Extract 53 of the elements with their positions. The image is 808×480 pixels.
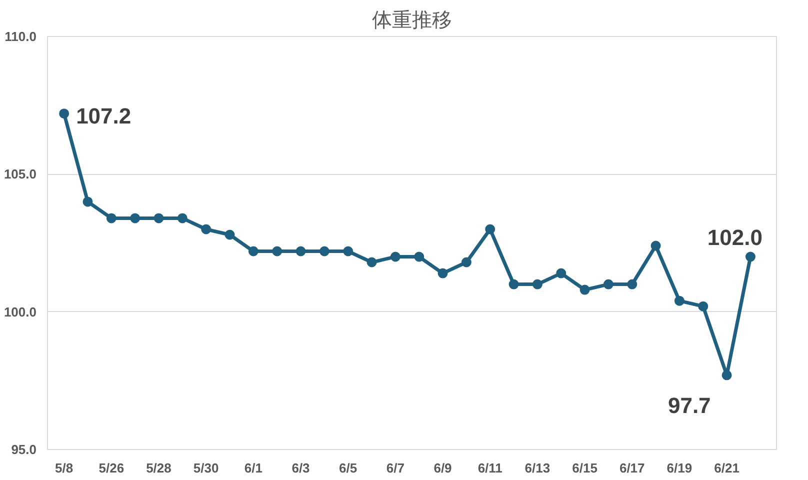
point (296, 246, 306, 256)
chart-title: 体重推移 (372, 8, 452, 32)
x-tick-label: 5/26 (98, 460, 124, 476)
point (366, 257, 377, 268)
x-tick-label: 5/30 (193, 460, 219, 476)
x-tick-label: 6/1 (244, 460, 262, 476)
point (248, 246, 258, 256)
x-tick-label: 6/3 (292, 460, 310, 476)
x-tick-label: 6/11 (478, 460, 502, 476)
x-tick-label: 6/13 (524, 460, 550, 476)
x-tick-label: 6/19 (666, 460, 692, 476)
point (485, 224, 496, 234)
data-label: 102.0 (707, 224, 762, 250)
data-label: 107.2 (76, 104, 132, 129)
point (224, 230, 235, 240)
x-tick-label: 6/15 (572, 460, 598, 476)
point (59, 108, 70, 119)
point (438, 268, 448, 278)
point (532, 279, 542, 290)
x-tick-label: 5/8 (55, 460, 74, 476)
x-tick-label: 6/9 (434, 460, 452, 476)
point (130, 213, 140, 224)
x-tick-label: 6/21 (714, 460, 740, 476)
y-tick-label: 100.0 (4, 304, 37, 320)
point (154, 213, 164, 224)
point (201, 224, 212, 234)
point (508, 279, 519, 290)
point (556, 268, 566, 278)
point (343, 246, 354, 256)
y-tick-label: 95.0 (11, 442, 37, 457)
point (627, 279, 638, 290)
point (698, 301, 708, 312)
y-tick-label: 105.0 (4, 166, 37, 182)
point (722, 370, 732, 380)
point (272, 246, 282, 256)
point (82, 196, 93, 207)
x-tick-label: 5/28 (146, 460, 172, 476)
point (414, 252, 424, 262)
x-tick-label: 6/5 (339, 460, 358, 476)
point (650, 240, 661, 251)
point (177, 213, 188, 224)
point (461, 257, 472, 268)
point (580, 284, 590, 295)
data-label: 97.7 (668, 393, 711, 418)
point (603, 279, 614, 290)
point (390, 252, 400, 262)
x-tick-label: 6/17 (619, 460, 645, 476)
x-tick-label: 6/7 (386, 460, 404, 476)
point (674, 296, 684, 306)
point (319, 246, 330, 256)
point (745, 252, 756, 262)
point (106, 213, 116, 224)
y-tick-label: 110.0 (4, 29, 37, 44)
